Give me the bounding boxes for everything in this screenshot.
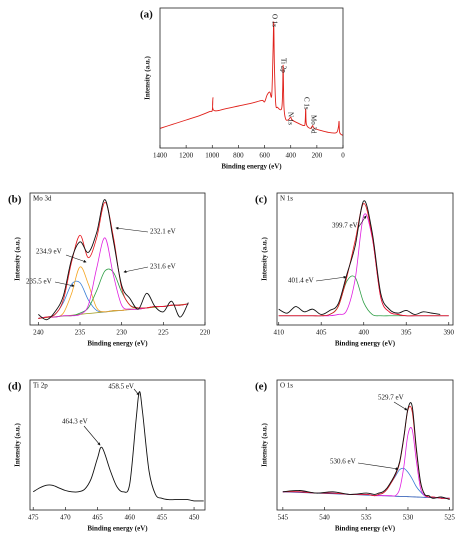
peak-annotation: O 1s [270,14,278,27]
peak-annotation: 464.3 eV [62,418,88,426]
annotation-arrow [115,226,149,233]
plot-frame [29,192,206,326]
annotation-arrow [315,275,347,282]
x-tick-label: 225 [158,329,169,337]
x-tick-label: 0 [341,152,345,160]
spectrum-line [278,200,441,315]
spectrum-line [282,427,450,499]
spectrum-line [278,203,449,317]
x-tick-label: 540 [319,514,330,522]
x-tick-label: 395 [401,329,412,337]
panel-label: (c) [255,194,268,206]
annotation-arrow [65,254,87,263]
x-tick-label: 1200 [179,152,194,160]
annotation-arrow [54,281,75,287]
peak-annotation: 231.6 eV [150,263,176,271]
annotation-arrow [133,388,140,396]
x-tick-label: 460 [124,514,135,522]
x-axis-label: Binding energy (eV) [87,525,148,533]
x-tick-label: 600 [259,152,270,160]
peak-annotation: N 1s [286,112,294,125]
x-axis-label: Binding energy (eV) [335,525,396,533]
y-axis-label: Intensity (a.u.) [14,236,22,280]
annotation-arrow [83,425,101,446]
spectrum-line [282,405,450,499]
x-tick-label: 400 [358,329,369,337]
y-axis-label: Intensity (a.u.) [261,422,269,466]
x-axis-label: Binding energy (eV) [87,340,148,348]
x-tick-label: 410 [273,329,284,337]
x-tick-label: 400 [285,152,296,160]
peak-annotation: 458.5 eV [108,383,134,391]
peak-annotation: 232.1 eV [150,228,176,236]
plot-frame [276,192,454,326]
x-tick-label: 530 [403,514,414,522]
plot-frame [159,7,344,149]
spectrum-line [38,201,189,319]
x-tick-label: 405 [316,329,327,337]
x-tick-label: 230 [116,329,127,337]
annotation-arrow [357,462,399,471]
panel-title: Mo 3d [33,195,52,203]
panel-title: O 1s [280,382,293,390]
peak-annotation: 399.7 eV [332,222,358,230]
panel-label: (b) [8,194,22,206]
peak-annotation: 401.4 eV [288,277,314,285]
panel-title: N 1s [280,195,293,203]
x-tick-label: 535 [361,514,372,522]
x-tick-label: 200 [312,152,323,160]
x-tick-label: 235 [75,329,86,337]
x-tick-label: 470 [60,514,71,522]
x-tick-label: 465 [92,514,103,522]
peak-annotation: 530.6 eV [330,458,356,466]
spectrum-line [38,280,189,319]
x-tick-label: 240 [33,329,44,337]
x-tick-label: 1400 [153,152,168,160]
x-tick-label: 390 [443,329,454,337]
x-tick-label: 220 [200,329,211,337]
peak-annotation: 234.9 eV [36,248,62,256]
x-axis-label: Binding energy (eV) [221,163,282,171]
panel-label: (a) [140,9,153,21]
x-tick-label: 545 [278,514,289,522]
panel-label: (d) [8,381,22,393]
peak-annotation: Ti 2p [279,58,287,73]
annotation-arrow [123,266,149,273]
x-tick-label: 455 [157,514,168,522]
peak-annotation: C 1s [302,97,310,110]
x-tick-label: 800 [233,152,244,160]
plot-frame [276,379,454,511]
plot-frame [29,379,206,511]
spectrum-line [32,391,204,502]
annotation-arrow [357,215,367,229]
x-tick-label: 525 [444,514,455,522]
annotation-arrow [393,401,408,411]
y-axis-label: Intensity (a.u.) [261,236,269,280]
y-axis-label: Intensity (a.u.) [14,422,22,466]
spectrum-line [38,199,189,321]
panel-label: (e) [255,381,268,393]
peak-annotation: 235.5 eV [26,278,52,286]
spectrum-line [278,213,449,317]
x-tick-label: 450 [189,514,200,522]
x-tick-label: 475 [28,514,39,522]
spectrum-line [282,402,450,501]
peak-annotation: 529.7 eV [378,394,404,402]
y-axis-label: Intensity (a.u.) [144,55,152,99]
spectrum-line [160,21,343,136]
peak-annotation: Mo 3d [309,115,317,134]
panel-title: Ti 2p [33,382,48,390]
x-tick-label: 1000 [205,152,220,160]
x-axis-label: Binding energy (eV) [335,340,396,348]
